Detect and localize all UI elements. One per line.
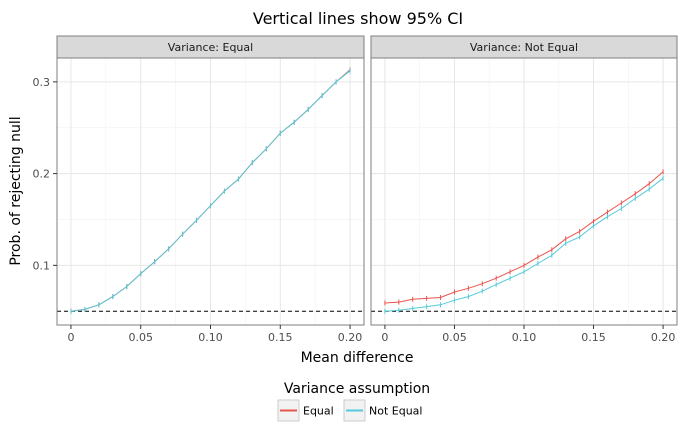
y-tick-label: 0.2 <box>33 168 51 181</box>
x-tick-label: 0.05 <box>128 331 153 344</box>
facet-label: Variance: Not Equal <box>470 41 578 54</box>
x-tick-label: 0 <box>381 331 388 344</box>
x-tick-label: 0.20 <box>338 331 363 344</box>
x-axis-title: Mean difference <box>301 350 414 366</box>
y-axis-title: Prob. of rejecting null <box>8 116 24 265</box>
legend-label: Equal <box>303 405 334 418</box>
x-tick-label: 0.05 <box>442 331 467 344</box>
x-tick-label: 0.10 <box>198 331 223 344</box>
x-tick-label: 0.15 <box>268 331 293 344</box>
facet-label: Variance: Equal <box>168 41 253 54</box>
legend-label: Not Equal <box>369 405 422 418</box>
y-tick-label: 0.1 <box>33 259 51 272</box>
x-tick-label: 0.10 <box>512 331 537 344</box>
chart-title: Vertical lines show 95% CI <box>253 9 463 28</box>
y-tick-label: 0.3 <box>33 76 51 89</box>
x-tick-label: 0.20 <box>651 331 676 344</box>
x-tick-label: 0.15 <box>581 331 606 344</box>
legend-title: Variance assumption <box>284 381 430 397</box>
x-tick-label: 0 <box>67 331 74 344</box>
